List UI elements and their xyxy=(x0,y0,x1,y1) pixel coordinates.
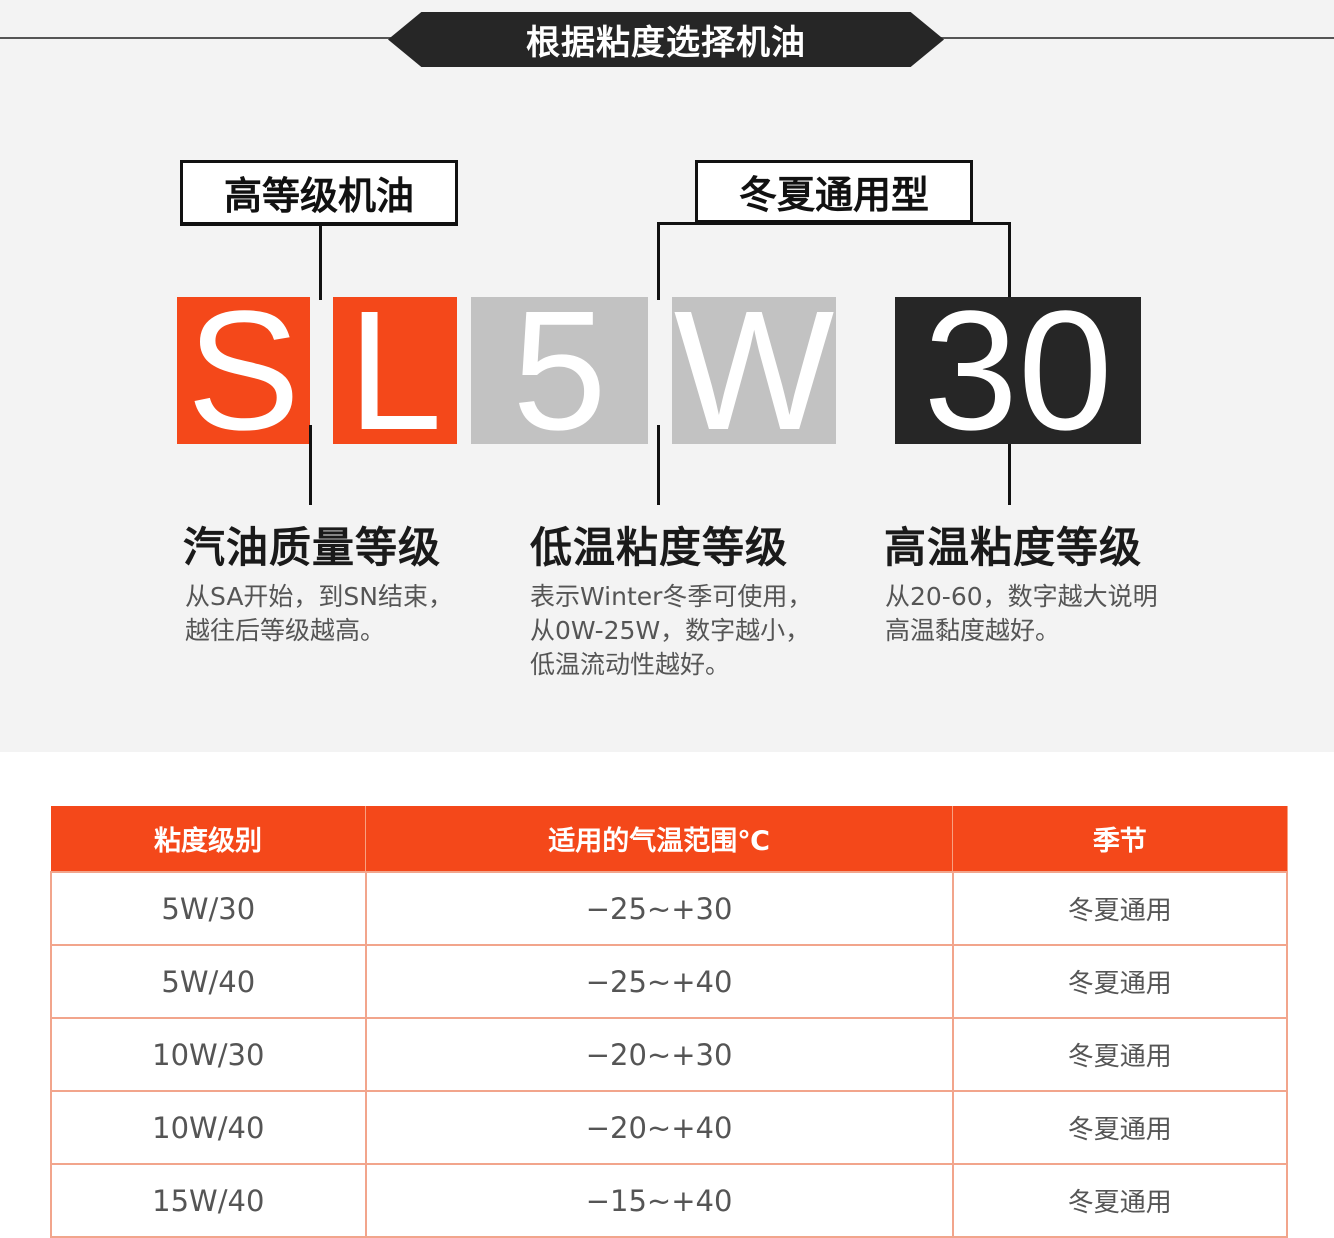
cell-grade: 10W/30 xyxy=(50,1017,367,1092)
label-all-season: 冬夏通用型 xyxy=(695,160,973,224)
table-row: 5W/30 −25~+30 冬夏通用 xyxy=(50,871,1289,946)
table-header: 粘度级别 适用的气温范围℃ 季节 xyxy=(51,806,1288,872)
code-block-w: W xyxy=(672,275,836,466)
cell-grade: 15W/40 xyxy=(50,1163,367,1238)
cell-temp: −25~+30 xyxy=(364,871,954,946)
header-season: 季节 xyxy=(952,806,1288,872)
connector-line xyxy=(657,222,660,300)
heading-high-temp: 高温粘度等级 xyxy=(884,523,1143,572)
cell-grade: 10W/40 xyxy=(50,1090,367,1165)
cell-season: 冬夏通用 xyxy=(951,944,1289,1019)
cell-grade: 5W/40 xyxy=(50,944,367,1019)
cell-grade: 5W/30 xyxy=(50,871,367,946)
cell-season: 冬夏通用 xyxy=(951,1017,1289,1092)
cell-season: 冬夏通用 xyxy=(951,1090,1289,1165)
code-block-l: L xyxy=(333,286,457,456)
header-temp-range: 适用的气温范围℃ xyxy=(365,806,954,872)
heading-low-temp: 低温粘度等级 xyxy=(530,523,789,572)
connector-line xyxy=(319,225,322,300)
code-block-5: 5 xyxy=(471,286,648,456)
table-row: 10W/40 −20~+40 冬夏通用 xyxy=(50,1090,1289,1165)
cell-temp: −25~+40 xyxy=(364,944,954,1019)
title-banner: 根据粘度选择机油 xyxy=(388,12,944,67)
label-high-grade-oil: 高等级机油 xyxy=(180,160,458,226)
viscosity-table: 粘度级别 适用的气温范围℃ 季节 5W/30 −25~+30 冬夏通用 5W/40−… xyxy=(50,806,1289,1238)
cell-season: 冬夏通用 xyxy=(951,871,1289,946)
code-block-s: S xyxy=(177,286,310,456)
cell-temp: −20~+40 xyxy=(364,1090,954,1165)
connector-line xyxy=(309,425,312,505)
cell-season: 冬夏通用 xyxy=(951,1163,1289,1238)
desc-high-temp: 从20-60，数字越大说明 高温黏度越好。 xyxy=(885,582,1158,645)
heading-gasoline-grade: 汽油质量等级 xyxy=(183,523,442,572)
code-block-30: 30 xyxy=(895,286,1141,456)
bracket-line xyxy=(657,222,1011,225)
connector-line xyxy=(1008,444,1011,505)
cell-temp: −20~+30 xyxy=(364,1017,954,1092)
table-row: 15W/40 −15~+40 冬夏通用 xyxy=(50,1163,1289,1238)
desc-low-temp: 表示Winter冬季可使用， 从0W-25W，数字越小， 低温流动性越好。 xyxy=(530,582,813,679)
header-grade: 粘度级别 xyxy=(51,806,367,872)
cell-temp: −15~+40 xyxy=(364,1163,954,1238)
table-row: 5W/40 −25~+40 冬夏通用 xyxy=(50,944,1289,1019)
table-row: 10W/30 −20~+30 冬夏通用 xyxy=(50,1017,1289,1092)
connector-line xyxy=(657,425,660,505)
desc-gasoline-grade: 从SA开始，到SN结束， 越往后等级越高。 xyxy=(185,582,454,645)
connector-line xyxy=(1008,222,1011,300)
